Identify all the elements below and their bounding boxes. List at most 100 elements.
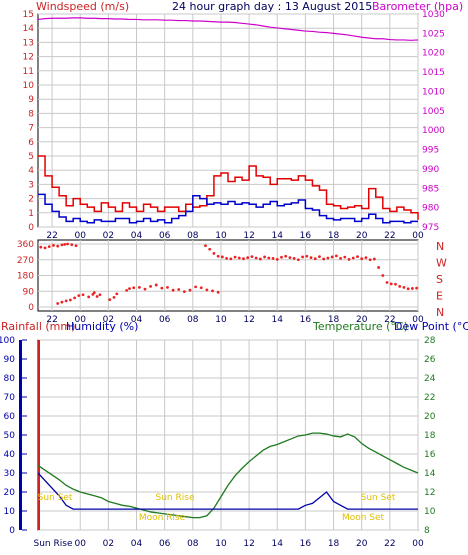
wind-y-tick-label: 11	[23, 67, 34, 77]
wind-x-tick-label: 10	[215, 231, 227, 241]
direction-y-tick-label: 90	[23, 287, 35, 297]
wind-x-tick-label: 04	[131, 231, 143, 241]
wind-y-tick-label: 6	[28, 138, 34, 148]
direction-point	[364, 256, 368, 260]
wind-y-tick-label: 8	[28, 109, 34, 119]
direction-x-tick-label: 00	[412, 315, 424, 325]
direction-left-ticks: 360 270 180 90 0	[17, 240, 34, 313]
wind-x-tick-label: 18	[328, 231, 340, 241]
direction-point	[70, 243, 74, 247]
direction-gridlines	[38, 240, 419, 311]
direction-point	[166, 286, 169, 289]
wind-average-line	[38, 193, 418, 224]
wind-series-group	[37, 17, 419, 224]
direction-point	[160, 286, 164, 290]
astro-label: Sun Set	[38, 493, 73, 503]
chart-title: 24 hour graph day : 13 August 2015	[172, 0, 372, 13]
direction-x-tick-label: 04	[131, 315, 143, 325]
direction-y-tick-label: 360	[17, 240, 34, 250]
barometer-y-tick-label: 1030	[422, 10, 445, 20]
direction-point	[204, 244, 207, 248]
wind-y-tick-label: 14	[23, 24, 35, 34]
temperature-y-tick-label: 22	[424, 393, 435, 403]
direction-point	[254, 256, 258, 260]
temperature-line	[37, 432, 419, 519]
direction-point	[263, 255, 266, 259]
wind-x-tick-label: 16	[300, 231, 312, 241]
temp-x-tick-label: 02	[103, 539, 114, 549]
direction-point	[220, 255, 224, 259]
wind-gridlines	[38, 13, 419, 228]
wind-y-tick-label: 3	[28, 180, 34, 190]
direction-point	[288, 256, 292, 260]
direction-point	[246, 256, 250, 260]
temperature-y-tick-label: 8	[424, 526, 430, 536]
direction-point	[128, 287, 131, 291]
direction-point	[194, 285, 198, 289]
direction-point	[63, 242, 67, 246]
humidity-y-tick-label: 80	[4, 374, 16, 384]
compass-tick-label: N	[436, 240, 444, 253]
direction-point	[74, 244, 78, 248]
temp-x-tick-label: 00	[412, 539, 424, 549]
wind-x-tick-label: 02	[103, 231, 114, 241]
barometer-y-tick-label: 985	[422, 184, 439, 194]
direction-point	[66, 242, 69, 246]
wind-y-tick-label: 13	[23, 38, 34, 48]
barometer-y-tick-label: 1000	[422, 126, 445, 136]
wind-x-tick-label: 12	[243, 231, 254, 241]
astro-label: Moon Set	[342, 513, 385, 523]
wind-y-tick-label: 0	[28, 223, 34, 233]
direction-point	[242, 257, 245, 261]
humidity-y-tick-label: 70	[4, 393, 16, 403]
direction-x-tick-label: 22	[384, 315, 395, 325]
temp-x-tick-label: 06	[159, 539, 171, 549]
humidity-y-tick-label: 60	[4, 412, 16, 422]
temp-x-tick-label: 10	[215, 539, 227, 549]
direction-point	[330, 255, 334, 259]
direction-point	[347, 258, 351, 261]
direction-point	[410, 287, 414, 290]
wind-x-tick-label: 00	[74, 231, 86, 241]
direction-point	[292, 256, 296, 260]
direction-point	[77, 294, 81, 298]
temperature-y-tick-label: 12	[424, 488, 435, 498]
direction-point	[389, 282, 393, 286]
barometer-y-tick-label: 990	[422, 165, 439, 175]
wind-x-tick-label: 00	[412, 231, 424, 241]
direction-x-tick-label: 14	[272, 315, 284, 325]
wind-y-tick-label: 5	[28, 152, 34, 162]
wind-x-tick-label: 14	[272, 231, 284, 241]
wind-gust-line	[38, 155, 419, 220]
temp-x-tick-label: 18	[328, 539, 340, 549]
direction-x-tick-label: 20	[356, 315, 368, 325]
astro-label: Sun Rise	[34, 539, 73, 549]
humidity-y-tick-label: 0	[9, 526, 15, 536]
direction-point	[313, 257, 317, 261]
temp-x-tick-label: 00	[74, 539, 86, 549]
temp-x-ticks: 00 02 04 06 08 10 12 14 16 18 20 22 00	[74, 539, 424, 549]
astro-label: Moon Rise	[139, 513, 186, 523]
wind-y-tick-label: 15	[23, 10, 34, 20]
direction-point	[237, 256, 241, 260]
direction-x-tick-label: 08	[187, 315, 199, 325]
direction-point	[318, 255, 321, 258]
direction-point	[177, 288, 181, 291]
temperature-y-tick-label: 26	[424, 355, 436, 365]
temp-x-tick-label: 14	[272, 539, 284, 549]
direction-point	[377, 266, 380, 269]
direction-point	[229, 257, 233, 261]
direction-x-ticks: 22 00 02 04 06 08 10 12 14 16 18 20 22 00	[46, 315, 424, 325]
direction-point	[43, 246, 47, 250]
temp-x-tick-label: 08	[187, 539, 199, 549]
direction-point	[339, 256, 342, 260]
direction-point	[73, 296, 76, 300]
wind-panel-frame	[37, 13, 419, 228]
direction-point	[225, 256, 228, 260]
direction-x-tick-label: 10	[215, 315, 227, 325]
direction-point	[406, 287, 410, 291]
direction-point	[125, 288, 129, 292]
humidity-line	[37, 472, 418, 510]
